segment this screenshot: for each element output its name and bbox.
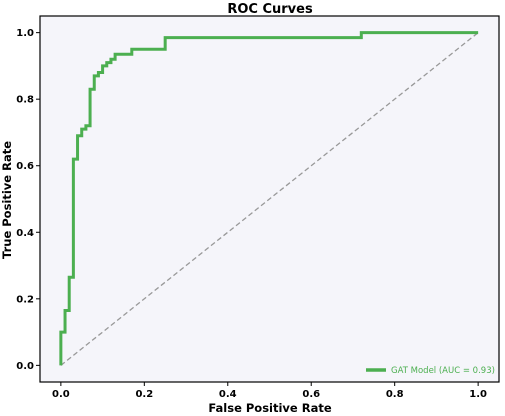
random-classifier-line	[60, 32, 479, 366]
x-tick-label: 0.6	[302, 389, 320, 400]
y-tick-label: 0.8	[16, 95, 34, 106]
y-tick-label: 0.0	[16, 361, 34, 372]
y-axis-label: True Positive Rate	[0, 141, 14, 259]
x-tick-label: 0.8	[386, 389, 404, 400]
legend: GAT Model (AUC = 0.93)	[366, 366, 495, 376]
plot-frame	[39, 15, 500, 383]
chart-title: ROC Curves	[227, 2, 313, 17]
y-tick-label: 0.2	[16, 294, 34, 305]
reference-diagonal-layer	[60, 32, 479, 366]
y-tick-label: 0.6	[16, 161, 34, 172]
roc-curve-gat-model	[59, 31, 479, 366]
x-tick-label: 0.0	[52, 389, 70, 400]
y-axis-ticks: 0.0 0.2 0.4 0.6 0.8 1.0	[16, 28, 40, 372]
legend-label: GAT Model (AUC = 0.93)	[391, 366, 495, 376]
y-tick-label: 0.4	[16, 228, 34, 239]
x-axis-ticks: 0.0 0.2 0.4 0.6 0.8 1.0	[52, 382, 487, 400]
x-tick-label: 0.2	[135, 389, 153, 400]
roc-curve-layer	[59, 31, 479, 366]
x-tick-label: 1.0	[469, 389, 487, 400]
x-axis-label: False Positive Rate	[208, 401, 331, 415]
y-tick-label: 1.0	[16, 28, 34, 39]
x-tick-label: 0.4	[219, 389, 237, 400]
